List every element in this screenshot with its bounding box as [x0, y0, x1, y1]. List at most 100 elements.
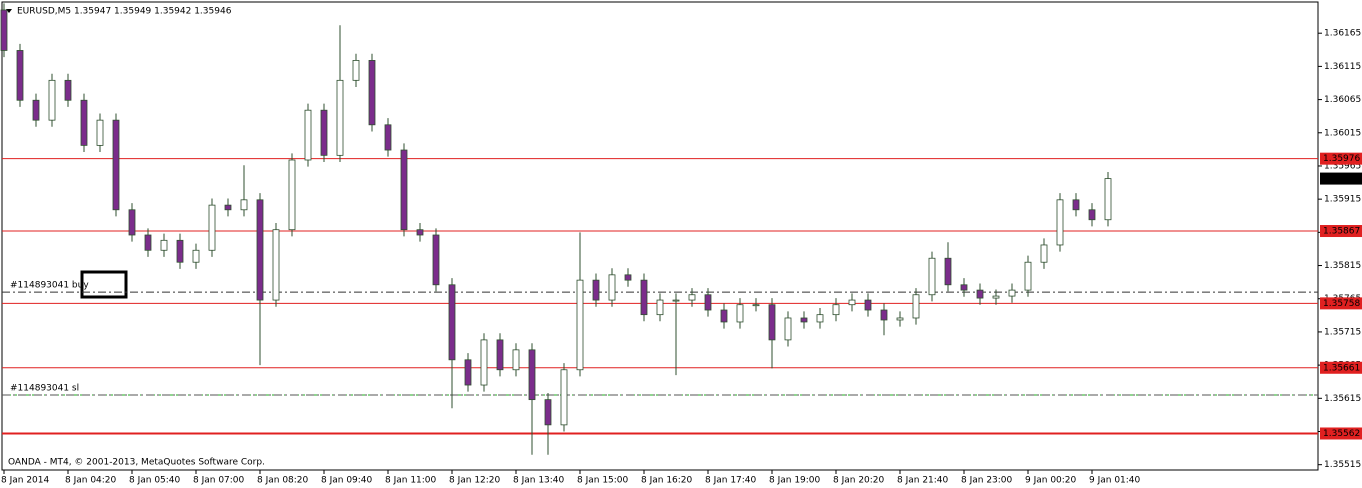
candle-body	[416, 229, 424, 236]
candle-body	[752, 304, 760, 307]
y-tick-label: 1.35965	[1324, 161, 1361, 171]
y-tick-label: 1.35615	[1324, 394, 1361, 404]
y-tick-label: 1.35515	[1324, 460, 1361, 470]
x-tick-label: 8 Jan 05:40	[129, 476, 181, 486]
level-label-bg	[1320, 361, 1362, 374]
candle-body	[288, 159, 296, 231]
y-tick-label: 1.36165	[1324, 29, 1361, 39]
x-tick-label: 8 Jan 08:20	[257, 476, 309, 486]
level-label-bg	[1320, 427, 1362, 440]
candle-body	[336, 79, 344, 156]
candle-body	[928, 257, 936, 296]
candle-body	[464, 359, 472, 386]
candle-body	[128, 209, 136, 236]
candle-body	[784, 317, 792, 341]
candle-body	[80, 99, 88, 146]
candle-body	[112, 119, 120, 211]
candle-body	[1024, 261, 1032, 291]
candle-body	[912, 294, 920, 319]
candle-body	[672, 299, 680, 302]
candle-body	[816, 314, 824, 323]
plot-frame	[1, 1, 1319, 471]
candle-body	[1008, 289, 1016, 297]
chart-title: EURUSD,M5 1.35947 1.35949 1.35942 1.3594…	[17, 7, 232, 17]
x-tick-label: 8 Jan 09:40	[321, 476, 373, 486]
candle-body	[48, 79, 56, 121]
x-tick-label: 8 Jan 23:00	[961, 476, 1013, 486]
y-tick-label: 1.35815	[1324, 261, 1361, 271]
candle-body	[944, 257, 952, 286]
x-tick-label: 8 Jan 2014	[1, 476, 49, 486]
candle-body	[304, 109, 312, 161]
candle-body	[896, 317, 904, 321]
candle-body	[176, 239, 184, 263]
candle-body	[528, 349, 536, 401]
candle-body	[736, 304, 744, 323]
order-label: #114893041 buy	[10, 281, 89, 291]
annotation-box	[80, 270, 128, 299]
candle-body	[240, 199, 248, 211]
candle-body	[272, 229, 280, 301]
candle-body	[480, 339, 488, 386]
candle-body	[64, 79, 72, 101]
y-tick-label: 1.35715	[1324, 327, 1361, 337]
candle-body	[448, 284, 456, 361]
candle-body	[1040, 244, 1048, 263]
x-tick-label: 8 Jan 20:20	[833, 476, 885, 486]
candle-body	[1104, 178, 1112, 221]
level-label: 1.35867	[1323, 227, 1360, 237]
candle-body	[720, 309, 728, 323]
level-label: 1.35976	[1323, 154, 1360, 164]
y-tick-label: 1.36115	[1324, 62, 1361, 72]
x-tick-label: 8 Jan 11:00	[385, 476, 437, 486]
candle-body	[352, 60, 360, 81]
candle-body	[976, 289, 984, 299]
candle-body	[512, 349, 520, 371]
level-label-bg	[1320, 297, 1362, 310]
level-label: 1.35562	[1323, 429, 1360, 439]
candle-body	[32, 99, 40, 121]
bid-label: 1.35946	[1323, 174, 1360, 184]
candle-body	[96, 119, 104, 146]
y-tick-label: 1.36065	[1324, 95, 1361, 105]
candle-body	[656, 299, 664, 316]
x-tick-label: 9 Jan 00:20	[1025, 476, 1077, 486]
level-label: 1.35758	[1323, 299, 1360, 309]
candle-body	[496, 339, 504, 371]
menu-arrow	[6, 9, 12, 13]
candle-body	[160, 239, 168, 251]
candle-body	[16, 50, 24, 101]
candle-body	[704, 294, 712, 311]
level-label-bg	[1320, 225, 1362, 238]
bid-label-bg	[1320, 172, 1362, 185]
x-tick-label: 8 Jan 04:20	[65, 476, 117, 486]
level-label-bg	[1320, 152, 1362, 165]
order-label: #114893041 sl	[10, 383, 79, 393]
y-tick-label: 1.36015	[1324, 128, 1361, 138]
x-tick-label: 8 Jan 21:40	[897, 476, 949, 486]
candle-body	[368, 60, 376, 126]
candle-body	[400, 149, 408, 231]
x-tick-label: 8 Jan 17:40	[705, 476, 757, 486]
candle-body	[688, 294, 696, 301]
x-tick-label: 8 Jan 16:20	[641, 476, 693, 486]
candle-body	[0, 9, 8, 51]
x-tick-label: 8 Jan 15:00	[577, 476, 629, 486]
candle-body	[832, 304, 840, 316]
candle-body	[880, 309, 888, 321]
candle-body	[144, 234, 152, 251]
x-tick-label: 8 Jan 19:00	[769, 476, 821, 486]
candle-body	[1088, 209, 1096, 221]
candle-body	[992, 295, 1000, 299]
candle-body	[192, 249, 200, 263]
candle-body	[560, 369, 568, 426]
candle-body	[208, 204, 216, 251]
candle-body	[432, 234, 440, 286]
candle-body	[592, 279, 600, 301]
candle-body	[960, 284, 968, 291]
candle-body	[576, 279, 584, 371]
y-tick-label: 1.35915	[1324, 195, 1361, 205]
candle-body	[1072, 199, 1080, 211]
x-tick-label: 8 Jan 13:40	[513, 476, 565, 486]
